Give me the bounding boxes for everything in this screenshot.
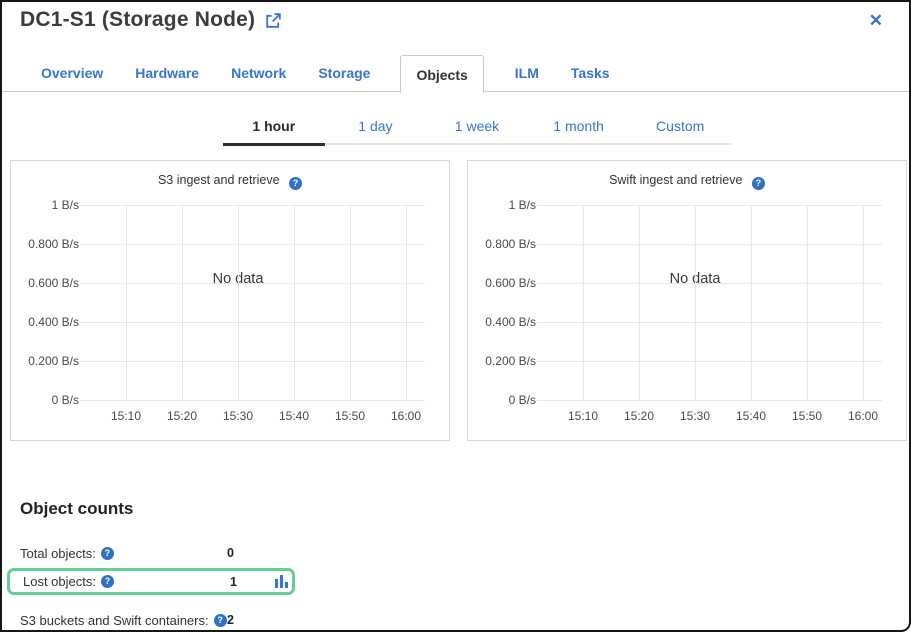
x-gridline: [406, 205, 407, 400]
y-axis-tick-label: 0.400 B/s: [485, 315, 536, 329]
y-axis-tick-label: 0.800 B/s: [485, 237, 536, 251]
x-axis-tick-label: 15:40: [735, 409, 767, 423]
page-title: DC1-S1 (Storage Node): [20, 8, 256, 31]
external-link-icon[interactable]: [265, 13, 281, 29]
lost-objects-value: 1: [230, 574, 237, 589]
y-gridline: [537, 205, 882, 206]
help-icon[interactable]: ?: [101, 575, 114, 588]
y-gridline: [80, 322, 425, 323]
y-gridline: [80, 244, 425, 245]
chart-header: Swift ingest and retrieve ?: [468, 171, 906, 190]
x-axis-tick-label: 15:20: [623, 409, 655, 423]
y-gridline: [537, 361, 882, 362]
tab-network[interactable]: Network: [231, 65, 287, 81]
y-gridline: [80, 400, 425, 401]
x-gridline: [126, 205, 127, 400]
x-axis-tick-label: 15:10: [110, 409, 142, 423]
y-gridline: [537, 322, 882, 323]
tab-overview[interactable]: Overview: [41, 65, 104, 81]
x-axis-tick-label: 15:50: [334, 409, 366, 423]
object-counts-heading: Object counts: [20, 499, 134, 518]
y-gridline: [537, 283, 882, 284]
chart-title: Swift ingest and retrieve: [609, 173, 743, 187]
chart-plot-area: No data: [537, 205, 882, 401]
x-axis-tick-label: 15:10: [567, 409, 599, 423]
swift-ingest-retrieve-chart: Swift ingest and retrieve ? No data 1 B/…: [467, 160, 907, 441]
help-icon[interactable]: ?: [289, 177, 303, 190]
y-gridline: [537, 400, 882, 401]
x-axis-tick-label: 15:30: [222, 409, 254, 423]
x-gridline: [639, 205, 640, 400]
y-axis-tick-label: 0 B/s: [51, 393, 79, 407]
y-gridline: [80, 205, 425, 206]
x-axis-tick-label: 15:50: [791, 409, 823, 423]
lost-objects-row: Lost objects: ? 1: [7, 568, 295, 595]
y-axis-tick-label: 1 B/s: [508, 198, 536, 212]
lost-objects-label: Lost objects:: [23, 574, 96, 589]
x-axis-tick-label: 15:20: [166, 409, 198, 423]
tab-bar: Overview Hardware Network Storage Object…: [2, 55, 909, 93]
object-counts-section: Object counts Total objects: ? 0 Lost ob…: [7, 499, 437, 628]
tab-ilm[interactable]: ILM: [514, 65, 539, 81]
x-gridline: [238, 205, 239, 400]
s3-ingest-retrieve-chart: S3 ingest and retrieve ? No data 1 B/s 0.…: [10, 160, 450, 441]
help-icon[interactable]: ?: [213, 613, 227, 627]
total-objects-label: Total objects:: [20, 545, 96, 561]
tab-objects[interactable]: Objects: [400, 55, 484, 93]
y-gridline: [537, 244, 882, 245]
chart-title: S3 ingest and retrieve: [157, 173, 280, 187]
bar-chart-icon[interactable]: [275, 574, 289, 589]
tab-hardware[interactable]: Hardware: [135, 65, 200, 81]
tab-tasks[interactable]: Tasks: [570, 65, 610, 81]
y-axis-tick-label: 0.200 B/s: [485, 354, 536, 368]
total-objects-value: 0: [227, 546, 234, 560]
time-range-custom[interactable]: Custom: [656, 118, 705, 134]
tab-storage[interactable]: Storage: [318, 65, 371, 81]
x-gridline: [350, 205, 351, 400]
chart-plot-area: No data: [80, 205, 425, 401]
y-axis-tick-label: 0.200 B/s: [28, 354, 79, 368]
s3-buckets-swift-containers-row: S3 buckets and Swift containers: ? 2: [7, 607, 427, 630]
s3-buckets-swift-containers-label: S3 buckets and Swift containers:: [20, 612, 209, 628]
help-icon[interactable]: ?: [751, 177, 765, 190]
time-range-1-week[interactable]: 1 week: [454, 118, 500, 134]
x-gridline: [294, 205, 295, 400]
s3-buckets-swift-containers-value: 2: [227, 613, 234, 627]
y-axis-tick-label: 0.600 B/s: [28, 276, 79, 290]
x-gridline: [695, 205, 696, 400]
x-gridline: [807, 205, 808, 400]
chart-header: S3 ingest and retrieve ?: [11, 171, 449, 190]
y-axis-tick-label: 0.600 B/s: [485, 276, 536, 290]
time-range-1-hour[interactable]: 1 hour: [223, 109, 325, 146]
x-gridline: [863, 205, 864, 400]
y-gridline: [80, 283, 425, 284]
y-axis-tick-label: 1 B/s: [51, 198, 79, 212]
y-axis-tick-label: 0.400 B/s: [28, 315, 79, 329]
x-gridline: [751, 205, 752, 400]
x-gridline: [583, 205, 584, 400]
time-range-bar: 1 hour 1 day 1 week 1 month Custom: [223, 109, 731, 146]
time-range-1-day[interactable]: 1 day: [358, 118, 393, 134]
x-gridline: [182, 205, 183, 400]
help-icon[interactable]: ?: [100, 546, 114, 560]
time-range-1-month[interactable]: 1 month: [553, 118, 604, 134]
x-axis-tick-label: 15:40: [278, 409, 310, 423]
x-axis-tick-label: 15:30: [679, 409, 711, 423]
y-axis-tick-label: 0 B/s: [508, 393, 536, 407]
close-icon[interactable]: ✕: [868, 11, 883, 30]
y-axis-tick-label: 0.800 B/s: [28, 237, 79, 251]
total-objects-row: Total objects: ? 0: [7, 540, 427, 566]
x-axis-tick-label: 16:00: [847, 409, 879, 423]
y-gridline: [80, 361, 425, 362]
x-axis-tick-label: 16:00: [390, 409, 422, 423]
dialog-header: DC1-S1 (Storage Node): [20, 8, 281, 32]
